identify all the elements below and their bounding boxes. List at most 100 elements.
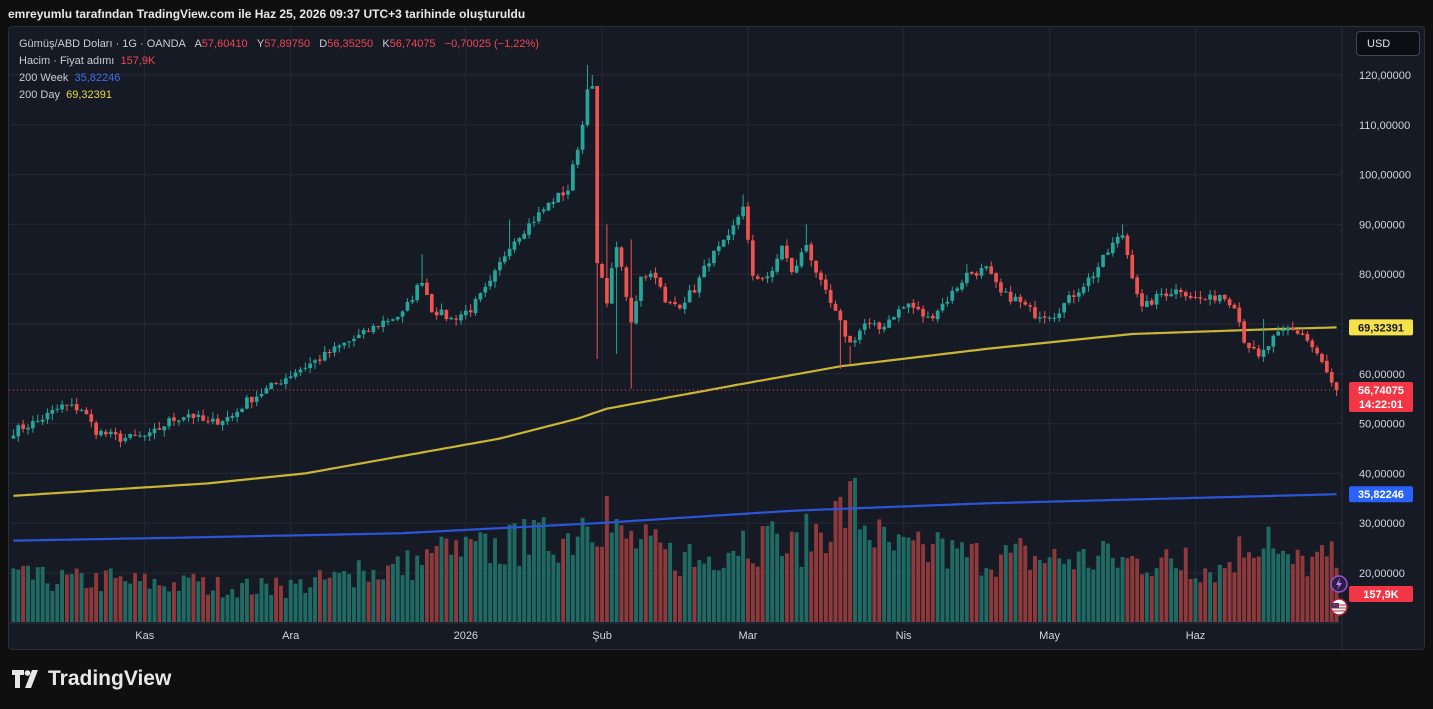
- volume-bar: [55, 584, 60, 622]
- candle-body: [527, 223, 531, 235]
- candle-body: [249, 396, 254, 403]
- candle-body: [1067, 295, 1071, 303]
- volume-bar: [1023, 545, 1028, 622]
- candle-body: [653, 272, 658, 279]
- volume-bar: [142, 573, 147, 622]
- volume-bar: [196, 581, 201, 622]
- candlestick-chart[interactable]: 120,00000 110,00000 100,00000 90,00000 80,00…: [9, 27, 1424, 649]
- symbol-name[interactable]: Gümüş/ABD Doları · 1G · OANDA: [19, 38, 186, 50]
- time-tick-label: Şub: [592, 630, 612, 642]
- candle-body: [473, 299, 478, 314]
- volume-bar: [775, 533, 780, 622]
- volume-bar: [979, 575, 984, 622]
- candle-body: [478, 293, 483, 300]
- volume-bar: [1232, 572, 1237, 622]
- tradingview-logo[interactable]: TradingView: [12, 667, 171, 691]
- candle-body: [814, 260, 818, 273]
- candle-body: [1208, 294, 1212, 300]
- last-price-badge-bg: [1349, 382, 1413, 413]
- candle-body: [40, 419, 45, 422]
- open-label: A: [194, 38, 202, 50]
- volume-bar: [1140, 574, 1144, 622]
- candle-body: [960, 282, 964, 290]
- volume-bar: [624, 538, 629, 622]
- volume-bar: [1008, 552, 1013, 622]
- volume-bar: [570, 554, 575, 622]
- volume-badge-text: 157,9K: [1363, 589, 1399, 601]
- candle-body: [517, 238, 522, 242]
- candle-body: [327, 351, 332, 354]
- candle-body: [415, 285, 420, 301]
- volume-bar: [420, 565, 424, 622]
- volume-bar: [361, 570, 366, 622]
- candle-body: [507, 248, 512, 257]
- volume-bar: [444, 538, 449, 622]
- volume-bar: [225, 594, 230, 622]
- candle-body: [118, 433, 123, 442]
- volume-bar: [298, 579, 303, 622]
- volume-bar: [984, 568, 989, 622]
- volume-bar: [264, 583, 269, 622]
- candle-body: [352, 338, 356, 341]
- candle-body: [712, 250, 716, 264]
- candle-body: [366, 330, 371, 332]
- candle-body: [1305, 334, 1310, 341]
- volume-bar: [26, 565, 30, 622]
- price-tick-label: 50,00000: [1359, 419, 1405, 431]
- legend-symbol-row[interactable]: Gümüş/ABD Doları · 1G · OANDA A57,60410 …: [19, 36, 539, 53]
- candle-body: [113, 431, 118, 435]
- candle-body: [196, 414, 201, 417]
- volume-bar: [794, 532, 799, 622]
- candle-body: [45, 412, 50, 420]
- volume-bar: [35, 567, 40, 622]
- volume-bar: [1076, 551, 1081, 622]
- candle-body: [288, 376, 293, 378]
- volume-bar: [152, 578, 157, 622]
- volume-bar: [1261, 548, 1266, 622]
- volume-bar: [463, 536, 468, 622]
- volume-bar: [1247, 552, 1251, 622]
- candle-body: [1300, 333, 1305, 335]
- candle-body: [245, 397, 249, 409]
- chart-panel[interactable]: 120,00000 110,00000 100,00000 90,00000 80,00…: [8, 26, 1425, 650]
- volume-bar: [249, 594, 254, 622]
- price-axis[interactable]: 120,00000 110,00000 100,00000 90,00000 80,00…: [1341, 27, 1424, 649]
- candle-body: [99, 430, 103, 436]
- volume-bar: [1067, 559, 1071, 622]
- candle-body: [400, 311, 405, 317]
- volume-bar: [1037, 560, 1042, 622]
- candle-body: [930, 315, 935, 319]
- legend-ma200d-row[interactable]: 200 Day 69,32391: [19, 87, 539, 104]
- candle-body: [575, 149, 580, 165]
- volume-bar: [828, 541, 833, 622]
- volume-bar: [1105, 543, 1110, 622]
- volume-bar: [313, 577, 317, 622]
- volume-bar: [293, 583, 298, 622]
- candle-body: [639, 276, 643, 301]
- volume-bar: [483, 533, 488, 622]
- volume-bar: [921, 544, 926, 622]
- currency-button[interactable]: USD: [1356, 31, 1420, 56]
- volume-bar: [566, 533, 570, 622]
- volume-bar: [1310, 556, 1315, 622]
- volume-bar: [887, 541, 891, 622]
- volume-bar: [94, 573, 99, 622]
- volume-bar: [1237, 536, 1242, 622]
- ma200d-label: 200 Day: [19, 89, 60, 101]
- time-axis[interactable]: Kas Ara 2026 Şub Mar Nis May Haz: [9, 622, 1342, 642]
- volume-bar: [882, 526, 887, 622]
- candle-body: [395, 316, 400, 320]
- candle-body: [1252, 346, 1256, 349]
- candle-body: [31, 421, 35, 429]
- volume-bar: [454, 540, 459, 622]
- legend-ma200w-row[interactable]: 200 Week 35,82246: [19, 70, 539, 87]
- volume-bar: [1183, 547, 1188, 622]
- candle-body: [405, 301, 410, 311]
- legend-volume-row[interactable]: Hacim · Fiyat adımı 157,9K: [19, 53, 539, 70]
- volume-bar: [648, 535, 653, 622]
- candle-body: [799, 252, 804, 267]
- candle-body: [794, 265, 799, 273]
- volume-bar: [673, 570, 677, 622]
- candle-body: [595, 85, 600, 264]
- volume-bar: [1130, 556, 1135, 622]
